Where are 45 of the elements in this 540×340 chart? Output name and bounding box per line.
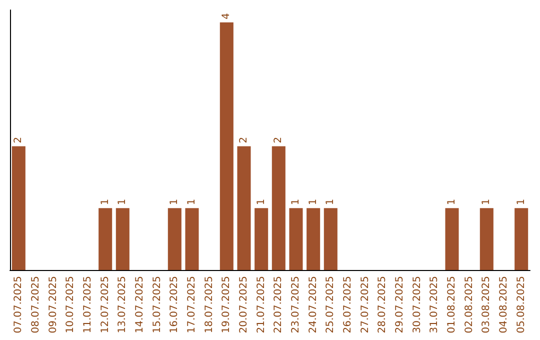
x-tick-label: 10.07.2025: [65, 276, 76, 334]
data-label: 1: [516, 198, 527, 206]
x-tick-label: 29.07.2025: [394, 276, 406, 334]
x-tick-label: 01.08.2025: [446, 276, 458, 334]
x-tick-label: 17.07.2025: [186, 276, 198, 334]
data-label: 1: [117, 198, 128, 206]
data-label: 1: [446, 198, 458, 206]
x-tick-label: 14.07.2025: [134, 276, 146, 334]
data-label: 1: [325, 198, 336, 206]
x-tick-label: 19.07.2025: [221, 276, 232, 334]
x-tick-label: 31.07.2025: [429, 276, 440, 334]
x-tick-label: 12.07.2025: [100, 276, 111, 334]
x-tick-label: 30.07.2025: [412, 276, 423, 334]
x-tick-label: 20.07.2025: [238, 276, 250, 334]
x-tick-label: 09.07.2025: [48, 276, 59, 334]
x-tick-label: 03.08.2025: [481, 276, 492, 334]
x-tick-label: 07.07.2025: [13, 276, 24, 334]
x-tick-label: 13.07.2025: [117, 276, 128, 334]
x-tick-label: 18.07.2025: [204, 276, 215, 334]
data-label: 4: [221, 13, 232, 20]
x-tick-label: 28.07.2025: [377, 276, 388, 334]
x-tick-label: 24.07.2025: [308, 276, 319, 334]
data-label: 1: [169, 198, 180, 206]
data-label: 1: [100, 198, 111, 206]
x-tick-label: 16.07.2025: [169, 276, 180, 334]
x-tick-label: 05.08.2025: [516, 276, 527, 334]
x-tick-label: 23.07.2025: [290, 276, 302, 334]
data-label: 2: [13, 136, 24, 144]
data-label: 1: [308, 198, 319, 206]
x-tick-label: 08.07.2025: [30, 276, 42, 334]
x-tick-label: 11.07.2025: [82, 276, 94, 334]
data-label: 2: [273, 136, 284, 144]
x-tick-label: 21.07.2025: [256, 276, 267, 334]
x-tick-label: 04.08.2025: [498, 276, 510, 334]
x-tick-label: 25.07.2025: [325, 276, 336, 334]
x-tick-label: 15.07.2025: [152, 276, 163, 334]
data-label: 1: [256, 198, 267, 206]
x-tick-label: 26.07.2025: [342, 276, 354, 334]
x-tick-label: 27.07.2025: [360, 276, 371, 334]
data-label: 1: [290, 198, 302, 206]
x-tick-label: 02.08.2025: [464, 276, 475, 334]
data-label: 1: [186, 198, 198, 206]
data-label: 2: [238, 136, 250, 144]
data-label: 1: [481, 198, 492, 206]
x-tick-label: 22.07.2025: [273, 276, 284, 334]
